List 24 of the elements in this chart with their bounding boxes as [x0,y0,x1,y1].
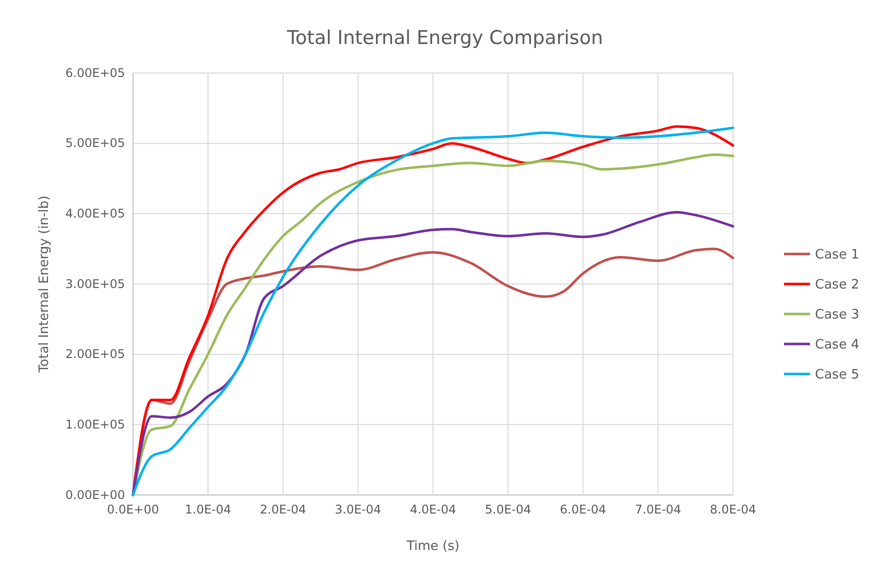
x-tick-label: 4.0E-04 [410,502,456,517]
y-tick-label: 2.00E+05 [65,347,125,362]
legend-label: Case 3 [815,308,860,322]
x-tick-label: 7.0E-04 [634,502,682,517]
y-axis-title: Total Internal Energy (in-lb) [37,196,52,374]
y-tick-label: 4.00E+05 [65,206,125,221]
x-tick-label: 5.0E-04 [484,502,532,517]
legend-label: Case 1 [815,248,860,262]
x-axis-title: Time (s) [406,539,460,554]
legend-label: Case 2 [815,278,860,292]
y-tick-label: 3.00E+05 [65,276,125,291]
x-tick-label: 1.0E-04 [184,502,232,517]
x-tick-label: 2.0E-04 [260,502,306,517]
x-tick-label: 0.0E+00 [107,502,159,517]
legend-label: Case 5 [815,368,860,382]
x-tick-label: 3.0E-04 [334,502,382,517]
x-tick-label: 8.0E-04 [710,502,756,517]
legend-label: Case 4 [815,338,860,352]
y-tick-label: 1.00E+05 [65,418,125,432]
y-tick-label: 6.00E+05 [65,66,125,80]
x-tick-label: 6.0E-04 [560,502,606,517]
y-tick-label: 0.00E+00 [65,488,125,502]
y-tick-label: 5.00E+05 [65,136,125,150]
chart-title: Total Internal Energy Comparison [286,27,603,49]
